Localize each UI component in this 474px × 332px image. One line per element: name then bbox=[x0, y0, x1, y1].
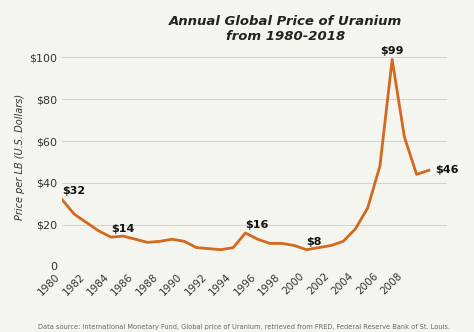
Text: $99: $99 bbox=[381, 46, 404, 56]
Text: $8: $8 bbox=[307, 237, 322, 247]
Text: $16: $16 bbox=[246, 220, 269, 230]
Y-axis label: Price per LB (U.S. Dollars): Price per LB (U.S. Dollars) bbox=[15, 94, 25, 220]
Text: $14: $14 bbox=[111, 224, 134, 234]
Text: $32: $32 bbox=[62, 186, 85, 197]
Title: Annual Global Price of Uranium
from 1980-2018: Annual Global Price of Uranium from 1980… bbox=[169, 15, 402, 43]
Text: $46: $46 bbox=[435, 165, 458, 175]
Text: Data source: International Monetary Fund, Global price of Uranium, retrieved fro: Data source: International Monetary Fund… bbox=[38, 324, 450, 330]
